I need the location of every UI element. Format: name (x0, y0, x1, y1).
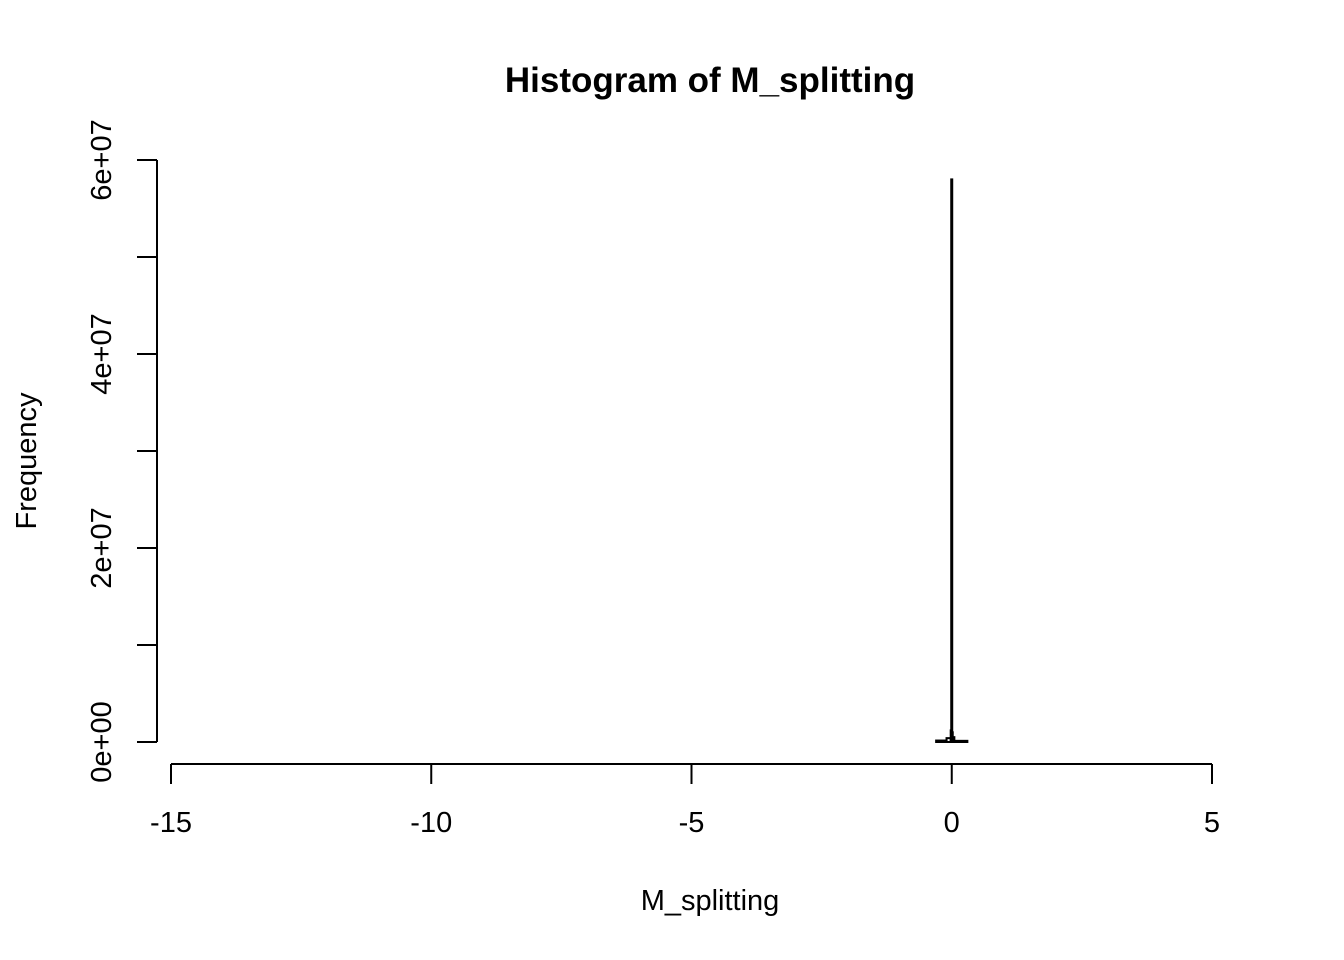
y-axis: 0e+00 2e+07 4e+07 6e+07 (86, 119, 158, 783)
x-tick-label: -15 (150, 807, 192, 839)
x-tick-label: 5 (1204, 807, 1220, 839)
x-tick-label: -10 (410, 807, 452, 839)
histogram-bar (953, 739, 969, 743)
histogram-bar (951, 736, 956, 744)
y-tick-label: 4e+07 (86, 313, 118, 394)
x-tick-label: 0 (944, 807, 960, 839)
histogram-bar (935, 739, 948, 743)
chart-title: Histogram of M_splitting (505, 61, 915, 100)
x-tick-label: -5 (679, 807, 705, 839)
y-tick-label: 2e+07 (86, 507, 118, 588)
x-axis: -15 -10 -5 0 5 (150, 763, 1220, 839)
histogram-bar (950, 178, 954, 743)
y-axis-label: Frequency (11, 392, 43, 530)
y-tick-label: 6e+07 (86, 119, 118, 200)
y-tick-label: 0e+00 (86, 701, 118, 782)
x-axis-label: M_splitting (641, 885, 780, 917)
histogram-bars (935, 178, 969, 744)
